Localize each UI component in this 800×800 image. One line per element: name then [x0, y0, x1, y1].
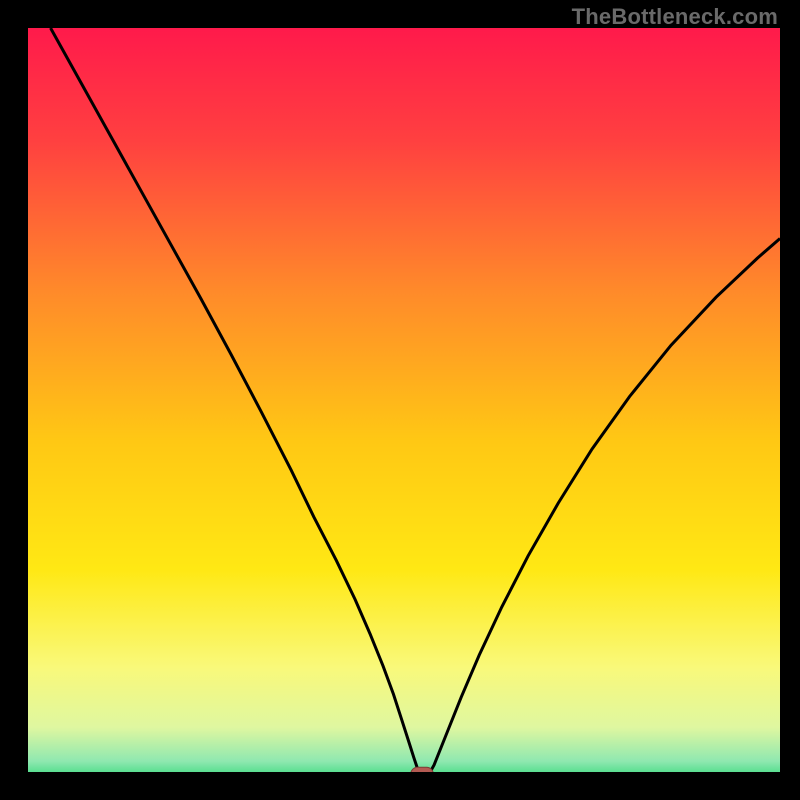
watermark-text: TheBottleneck.com — [572, 4, 778, 30]
plot-area — [28, 28, 780, 772]
minimum-marker — [28, 28, 780, 772]
outer-frame: TheBottleneck.com — [0, 0, 800, 800]
